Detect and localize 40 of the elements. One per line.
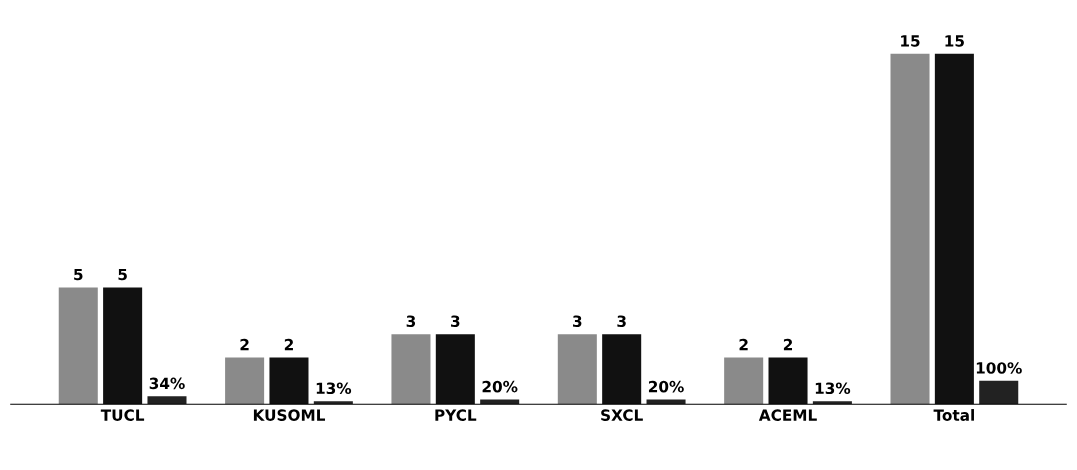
data-label: 15 <box>945 35 964 47</box>
data-label: 2 <box>240 338 249 351</box>
x-tick-label: SXCL <box>601 409 643 421</box>
data-label: 2 <box>739 338 748 351</box>
bar <box>602 334 642 405</box>
bar <box>890 53 930 405</box>
x-tick-label: KUSOML <box>253 409 326 421</box>
data-label: 15 <box>901 35 920 47</box>
data-label: 5 <box>118 268 127 281</box>
bar <box>768 357 808 405</box>
data-label: 34% <box>149 377 185 390</box>
data-label: 13% <box>815 382 851 395</box>
data-label: 3 <box>406 315 416 327</box>
data-label: 100% <box>976 362 1022 374</box>
data-label: 20% <box>648 380 684 393</box>
bar <box>435 334 475 405</box>
data-label: 2 <box>783 338 793 351</box>
data-label: 3 <box>451 315 460 327</box>
bar <box>225 357 265 405</box>
bar <box>934 53 974 405</box>
bar <box>147 396 187 405</box>
bar <box>58 287 98 405</box>
data-label: 2 <box>284 338 293 351</box>
bar <box>269 357 309 405</box>
bar <box>557 334 597 405</box>
bar <box>979 380 1019 405</box>
data-label: 3 <box>573 315 582 327</box>
x-tick-label: TUCL <box>100 409 145 421</box>
data-label: 3 <box>617 315 626 327</box>
x-tick-label: Total <box>933 409 974 421</box>
data-label: 5 <box>74 268 83 281</box>
bar <box>724 357 764 405</box>
x-tick-label: PYCL <box>435 409 477 421</box>
data-label: 13% <box>316 382 352 395</box>
bar <box>313 401 353 405</box>
bar <box>812 401 852 405</box>
data-label: 20% <box>482 380 518 393</box>
x-tick-label: ACEML <box>758 409 817 421</box>
bar <box>103 287 143 405</box>
bar <box>391 334 431 405</box>
